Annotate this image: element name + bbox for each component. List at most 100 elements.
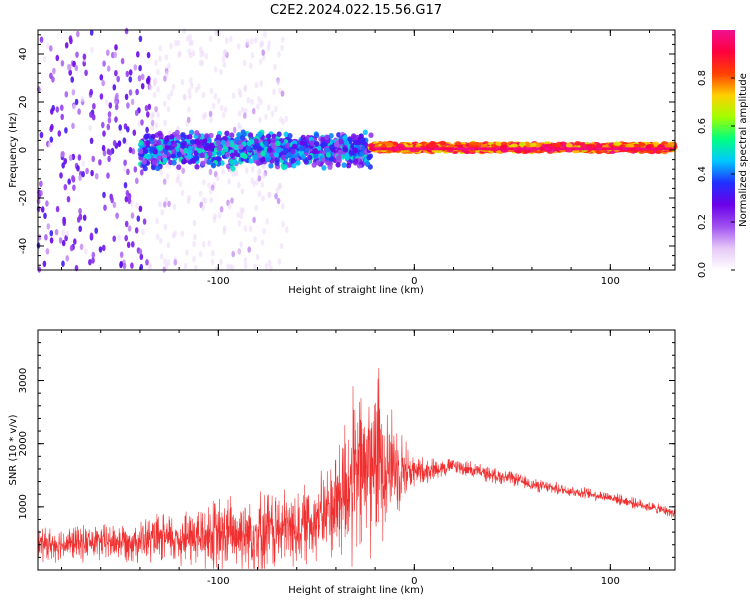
spectrogram-cell	[158, 45, 163, 52]
spectrogram-cell	[299, 140, 305, 146]
spectrogram-cell	[63, 158, 67, 165]
spectrogram-cell	[126, 102, 130, 109]
spectrogram-cell	[140, 83, 145, 90]
spectrogram-cell	[275, 187, 280, 194]
spectrogram-cell	[165, 173, 170, 180]
spectrogram-cell	[49, 230, 54, 237]
spectrogram-cell	[207, 240, 212, 247]
spectrogram-cell	[68, 69, 72, 76]
spectrogram-cell	[102, 60, 106, 67]
spectrogram-cell	[255, 160, 261, 166]
snr-x-tick-label: 0	[411, 576, 417, 587]
spectrogram-cell	[203, 197, 208, 204]
spectrogram-cell	[171, 232, 176, 239]
spectrogram-cell	[239, 212, 244, 220]
spectrogram-cell	[81, 171, 85, 178]
spectrogram-cell	[172, 203, 177, 210]
spectrogram-cell	[202, 241, 206, 248]
spectrogram-cell	[252, 180, 256, 188]
spectrogram-cell	[252, 144, 258, 150]
spectrogram-cell	[138, 35, 143, 42]
spectrogram-cell	[89, 88, 93, 96]
spectrogram-cell	[254, 204, 258, 212]
spectrogram-cell	[272, 88, 276, 96]
spectrogram-cell	[124, 220, 129, 228]
spectrogram-cell	[39, 36, 44, 43]
spectrogram-cell	[283, 147, 289, 154]
spectrogram-cell	[344, 152, 350, 159]
spectrogram-cell	[255, 253, 260, 261]
spectrogram-cell	[82, 53, 87, 60]
spectrogram-cell	[156, 69, 160, 76]
spectrogram-cell	[47, 141, 52, 149]
spectrogram-cell	[187, 106, 191, 113]
snr-frame	[37, 329, 676, 571]
spectrogram-cell	[360, 145, 366, 151]
spectrogram-cell	[175, 134, 181, 141]
spectrogram-cell	[253, 236, 257, 243]
spectrogram-cell	[189, 77, 193, 84]
spectrogram-cell	[295, 160, 301, 166]
spectrogram-cell	[368, 132, 374, 138]
spectrogram-cell	[166, 259, 171, 266]
spectrogram-cell	[187, 134, 193, 140]
spectrogram-cell	[164, 136, 170, 143]
spectrogram-x-axis-label: Height of straight line (km)	[288, 285, 424, 296]
spectrogram-cell	[124, 234, 128, 242]
spectrogram-cell	[37, 234, 42, 241]
spectrogram-cell	[216, 151, 222, 157]
spectrogram-cell	[240, 106, 245, 114]
colorbar-tick-label: 0.6	[697, 118, 708, 134]
spectrogram-cell	[193, 264, 198, 272]
spectrogram-cell	[239, 241, 243, 248]
spectrogram-cell	[181, 167, 185, 174]
spectrogram-cell	[115, 92, 119, 100]
spectrogram-cell	[104, 98, 109, 106]
spectrogram-cell	[122, 137, 127, 144]
spectrogram-cell	[114, 70, 118, 77]
spectrogram-cell	[201, 204, 205, 212]
spectrogram-cell	[162, 100, 167, 108]
spectrogram-cell	[152, 91, 157, 99]
spectrogram-cell	[260, 40, 265, 47]
colorbar-tick-label: 0.0	[697, 262, 708, 278]
spectrogram-cell	[125, 190, 130, 197]
spectrogram-cell	[290, 148, 296, 155]
spectrogram-cell	[42, 55, 47, 63]
spectrogram-axes: -100 0 100 -40 -20 0 20 40	[18, 30, 675, 287]
spectrogram-cell	[91, 114, 96, 121]
spectrogram-cell	[119, 251, 124, 258]
spectrogram-cell	[155, 233, 160, 240]
spectrogram-cell	[45, 248, 50, 255]
spectrogram-cell	[206, 159, 212, 165]
spectrogram-cell	[221, 111, 226, 119]
spectrogram-cell	[64, 42, 69, 49]
spectrogram-cell	[189, 129, 195, 136]
spectrogram-cell	[270, 110, 275, 118]
spectrogram-cell	[185, 249, 189, 256]
spectrogram-cell	[237, 220, 242, 227]
spectrogram-cell	[219, 68, 223, 76]
spectrogram-cell	[163, 258, 167, 265]
spectrogram-cell	[229, 159, 235, 165]
spectrogram-cell	[202, 179, 206, 186]
spectrogram-cell	[126, 126, 130, 133]
spectrogram-cell	[44, 234, 48, 241]
spectrogram-cell	[324, 147, 330, 154]
spectrogram-cell	[307, 154, 313, 161]
spectrogram-cell	[154, 122, 159, 129]
spectrogram-cell	[197, 83, 201, 91]
spectrogram-cell	[234, 136, 240, 143]
spectrogram-cell	[113, 51, 117, 59]
spectrogram-cell	[62, 219, 66, 226]
spectrogram-cell	[240, 188, 245, 195]
spectrogram-cell	[324, 134, 330, 141]
spectrogram-cell	[209, 196, 214, 204]
colorbar-tick-label: 0.2	[697, 214, 708, 230]
spectrogram-cell	[221, 55, 226, 63]
spectrogram-cell	[266, 147, 272, 153]
spectrogram-cell	[69, 244, 74, 252]
spectrogram-cell	[156, 111, 160, 119]
colorbar-gradient	[712, 30, 735, 270]
spectrogram-cell	[123, 159, 127, 166]
